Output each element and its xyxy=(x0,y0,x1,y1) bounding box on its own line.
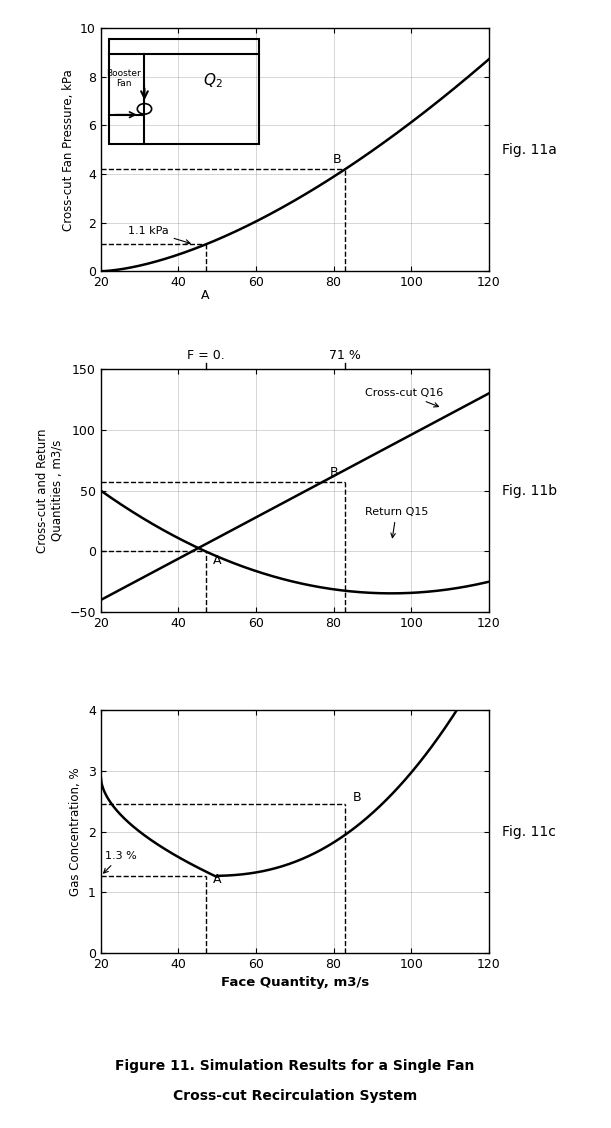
Text: 1.1 kPa: 1.1 kPa xyxy=(128,226,190,244)
Text: B: B xyxy=(333,153,342,166)
Text: F = 0.: F = 0. xyxy=(187,350,224,362)
Text: A: A xyxy=(213,873,222,887)
Y-axis label: Cross-cut and Return
Quantities , m3/s: Cross-cut and Return Quantities , m3/s xyxy=(36,429,64,553)
Text: A: A xyxy=(213,554,222,566)
Text: Return Q15: Return Q15 xyxy=(365,506,428,538)
Text: Figure 11. Simulation Results for a Single Fan: Figure 11. Simulation Results for a Sing… xyxy=(115,1059,475,1073)
Y-axis label: Gas Concentration, %: Gas Concentration, % xyxy=(70,767,82,896)
Text: B: B xyxy=(353,791,362,804)
Text: Fig. 11a: Fig. 11a xyxy=(502,143,557,157)
Text: Fig. 11c: Fig. 11c xyxy=(502,825,556,838)
Text: Fig. 11b: Fig. 11b xyxy=(502,484,557,497)
Text: 1.3 %: 1.3 % xyxy=(104,851,136,873)
Text: A: A xyxy=(201,290,210,302)
X-axis label: Face Quantity, m3/s: Face Quantity, m3/s xyxy=(221,977,369,989)
Text: B: B xyxy=(329,466,338,479)
Text: 71 %: 71 % xyxy=(329,350,361,362)
Text: Cross-cut Q16: Cross-cut Q16 xyxy=(365,388,443,407)
Y-axis label: Cross-cut Fan Pressure, kPa: Cross-cut Fan Pressure, kPa xyxy=(62,69,75,230)
Text: Cross-cut Recirculation System: Cross-cut Recirculation System xyxy=(173,1089,417,1103)
